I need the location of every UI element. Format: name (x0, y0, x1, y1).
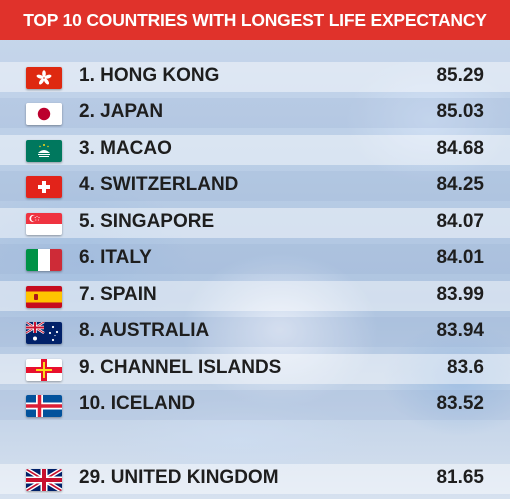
country-label: 7. SPAIN (79, 284, 157, 305)
united-kingdom-flag-icon (26, 469, 62, 491)
row-band (0, 464, 510, 494)
row-band (0, 317, 510, 347)
table-row: 3. MACAO 84.68 (0, 135, 510, 165)
switzerland-flag-icon (26, 176, 62, 198)
hong-kong-flag-icon (26, 67, 62, 89)
table-row: 9. CHANNEL ISLANDS 83.6 (0, 354, 510, 384)
channel-islands-flag-icon (26, 359, 62, 381)
iceland-flag-icon (26, 395, 62, 417)
life-expectancy-value: 85.29 (436, 65, 484, 86)
life-expectancy-value: 84.25 (436, 174, 484, 195)
table-row: 5. SINGAPORE 84.07 (0, 208, 510, 238)
country-label: 9. CHANNEL ISLANDS (79, 357, 282, 378)
country-label: 1. HONG KONG (79, 65, 220, 86)
chart-title: TOP 10 COUNTRIES WITH LONGEST LIFE EXPEC… (23, 9, 487, 30)
table-row: 8. AUSTRALIA 83.94 (0, 317, 510, 347)
country-label: 29. UNITED KINGDOM (79, 467, 279, 488)
life-expectancy-value: 85.03 (436, 101, 484, 122)
italy-flag-icon (26, 249, 62, 271)
row-band (0, 135, 510, 165)
life-expectancy-value: 83.52 (436, 393, 484, 414)
country-label: 8. AUSTRALIA (79, 320, 210, 341)
singapore-flag-icon (26, 213, 62, 235)
row-band (0, 62, 510, 92)
life-expectancy-value: 84.01 (436, 247, 484, 268)
title-bar: TOP 10 COUNTRIES WITH LONGEST LIFE EXPEC… (0, 0, 510, 40)
japan-flag-icon (26, 103, 62, 125)
table-row: 10. ICELAND 83.52 (0, 390, 510, 420)
row-band (0, 354, 510, 384)
country-label: 10. ICELAND (79, 393, 196, 414)
country-label: 4. SWITZERLAND (79, 174, 239, 195)
country-label: 3. MACAO (79, 138, 172, 159)
row-band (0, 208, 510, 238)
row-band (0, 281, 510, 311)
macao-flag-icon (26, 140, 62, 162)
row-band (0, 171, 510, 201)
row-band (0, 98, 510, 128)
table-row: 4. SWITZERLAND 84.25 (0, 171, 510, 201)
life-expectancy-value: 83.99 (436, 284, 484, 305)
life-expectancy-value: 81.65 (436, 467, 484, 488)
life-expectancy-value: 83.6 (447, 357, 484, 378)
life-expectancy-value: 83.94 (436, 320, 484, 341)
life-expectancy-value: 84.68 (436, 138, 484, 159)
country-label: 2. JAPAN (79, 101, 164, 122)
row-band (0, 390, 510, 420)
table-row: 1. HONG KONG 85.29 (0, 62, 510, 92)
table-row: 7. SPAIN 83.99 (0, 281, 510, 311)
table-row: 2. JAPAN 85.03 (0, 98, 510, 128)
spain-flag-icon (26, 286, 62, 308)
australia-flag-icon (26, 322, 62, 344)
life-expectancy-value: 84.07 (436, 211, 484, 232)
table-row: 6. ITALY 84.01 (0, 244, 510, 274)
table-row: 29. UNITED KINGDOM 81.65 (0, 464, 510, 494)
country-label: 5. SINGAPORE (79, 211, 215, 232)
row-band (0, 244, 510, 274)
country-label: 6. ITALY (79, 247, 152, 268)
